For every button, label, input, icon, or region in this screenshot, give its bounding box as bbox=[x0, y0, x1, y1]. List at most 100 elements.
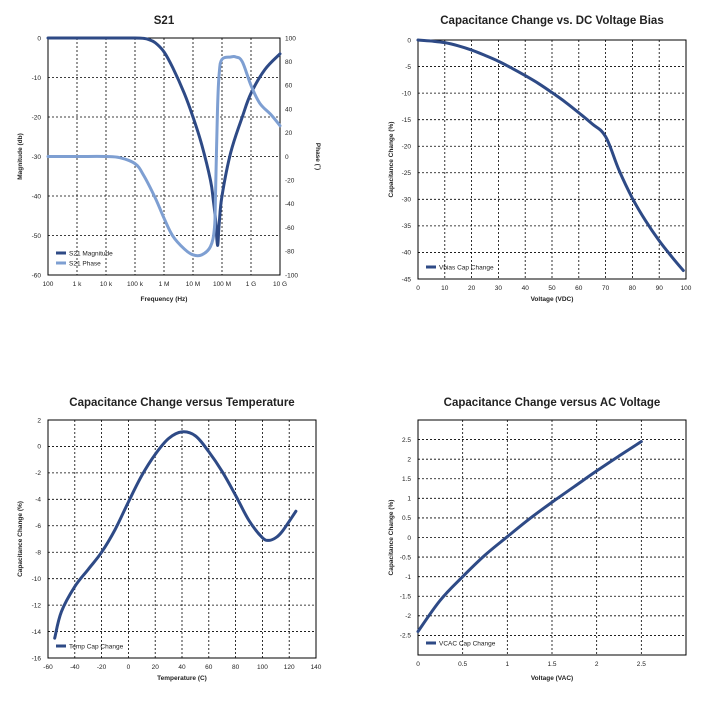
y-tick-label: -6 bbox=[35, 523, 41, 530]
y-tick-label: -16 bbox=[32, 655, 42, 662]
y-tick-label: -60 bbox=[32, 272, 42, 279]
x-tick-label: 80 bbox=[629, 285, 637, 292]
y-tick-label: -40 bbox=[402, 250, 412, 257]
y-tick-label: -15 bbox=[402, 117, 412, 124]
legend-label: S21 Magnitude bbox=[69, 250, 113, 257]
y-tick-label: -4 bbox=[35, 497, 41, 504]
x-tick-label: 40 bbox=[522, 285, 530, 292]
y-tick-label: -1 bbox=[405, 574, 411, 581]
legend-label: VCAC Cap Change bbox=[439, 640, 496, 647]
x-tick-label: 10 bbox=[441, 285, 449, 292]
y-axis-label: Capacitance Change (%) bbox=[388, 500, 395, 576]
y-tick-label: -2.5 bbox=[400, 633, 412, 640]
x-tick-label: 1 k bbox=[73, 281, 82, 288]
y-tick-label: 0.5 bbox=[402, 515, 411, 522]
y-tick-label: -20 bbox=[402, 144, 412, 151]
y-tick-label: -8 bbox=[35, 550, 41, 557]
y-tick-label: -14 bbox=[32, 629, 42, 636]
chart-2: 0 10 20 30 40 50 60 70 80 90 100 0 -5 -10 -15 -20 -25 -30… bbox=[388, 15, 692, 303]
chart-4: 0 0.5 1 1.5 2 2.5 2.5 2 1.5 1 0.5 0 -0.5 -1 -1.5 -2 -2.5… bbox=[388, 397, 687, 682]
gridlines bbox=[48, 420, 316, 658]
y-tick-label: -40 bbox=[32, 193, 42, 200]
y-tick-label: -20 bbox=[32, 114, 42, 121]
x-tick-label: 60 bbox=[575, 285, 583, 292]
y-tick-label: 0 bbox=[37, 35, 41, 42]
x-tick-label: 100 M bbox=[213, 281, 231, 288]
x-tick-label: 0 bbox=[416, 661, 420, 668]
y-tick-label: 0 bbox=[407, 37, 411, 44]
y-tick-label: -50 bbox=[32, 233, 42, 240]
x-axis-label: Frequency (Hz) bbox=[141, 296, 188, 303]
y-tick-label: 2 bbox=[37, 417, 41, 424]
x-tick-label: -60 bbox=[43, 664, 53, 671]
x-tick-label: 40 bbox=[178, 664, 186, 671]
x-tick-label: 2 bbox=[595, 661, 599, 668]
y2-tick-label: -20 bbox=[285, 178, 295, 185]
x-tick-label: 10 M bbox=[186, 281, 200, 288]
y-tick-label: -10 bbox=[32, 576, 42, 583]
y-tick-label: -2 bbox=[35, 470, 41, 477]
plot-area bbox=[417, 39, 687, 280]
x-tick-label: 0.5 bbox=[458, 661, 467, 668]
series-line-1 bbox=[416, 38, 685, 272]
y2-tick-label: 100 bbox=[285, 35, 296, 42]
legend-label: Temp Cap Change bbox=[69, 643, 124, 650]
legend: Vbias Cap Change bbox=[426, 264, 494, 271]
x-tick-label: 70 bbox=[602, 285, 610, 292]
y2-tick-label: 0 bbox=[285, 154, 289, 161]
x-tick-label: 100 bbox=[257, 664, 268, 671]
y-tick-label: -30 bbox=[32, 154, 42, 161]
y-tick-label: 1 bbox=[407, 496, 411, 503]
y-tick-label: -10 bbox=[32, 75, 42, 82]
chart-3: -60 -40 -20 0 20 40 60 80 100 120 14020-2-4-6-8-10… bbox=[17, 397, 322, 682]
y-tick-label: 1.5 bbox=[402, 476, 411, 483]
legend: Temp Cap Change bbox=[56, 643, 124, 650]
x-tick-label: 100 bbox=[681, 285, 692, 292]
x-tick-label: 100 bbox=[43, 281, 54, 288]
x-tick-label: 60 bbox=[205, 664, 213, 671]
y2-tick-label: 80 bbox=[285, 59, 293, 66]
gridlines bbox=[418, 40, 686, 279]
chart-title: Capacitance Change vs. DC Voltage Bias bbox=[440, 15, 663, 27]
y-tick-label: -0.5 bbox=[400, 554, 412, 561]
x-axis-label: Temperature (C) bbox=[157, 675, 207, 682]
y-tick-label: -35 bbox=[402, 223, 412, 230]
chart-title: Capacitance Change versus Temperature bbox=[69, 397, 294, 409]
x-tick-label: 80 bbox=[232, 664, 240, 671]
x-tick-label: -40 bbox=[70, 664, 80, 671]
x-tick-label: 20 bbox=[468, 285, 476, 292]
y-axis-label: Magnitude (db) bbox=[17, 133, 24, 180]
x-tick-label: 2.5 bbox=[637, 661, 646, 668]
y2-tick-label: -40 bbox=[285, 201, 295, 208]
series-line-2 bbox=[46, 54, 282, 258]
y-tick-label: 0 bbox=[37, 444, 41, 451]
chart-title: S21 bbox=[154, 15, 175, 27]
series-line-1 bbox=[53, 430, 298, 640]
y-tick-label: -5 bbox=[405, 64, 411, 71]
chart-1: 100 1 k 10 k 100 k 1 M 10 M 100 M 1 G 10 G 0 -10 -2… bbox=[17, 15, 322, 303]
y-tick-label: 0 bbox=[407, 535, 411, 542]
y-axis-label: Capacitance Change (%) bbox=[17, 501, 24, 577]
x-tick-label: 30 bbox=[495, 285, 503, 292]
legend: VCAC Cap Change bbox=[426, 640, 496, 647]
y2-tick-label: 40 bbox=[285, 106, 293, 113]
y2-tick-label: -60 bbox=[285, 225, 295, 232]
y-tick-label: -25 bbox=[402, 170, 412, 177]
x-tick-label: 10 G bbox=[273, 281, 287, 288]
x-tick-label: 0 bbox=[416, 285, 420, 292]
x-tick-label: 0 bbox=[127, 664, 131, 671]
x-tick-label: 90 bbox=[656, 285, 664, 292]
x-tick-label: 100 k bbox=[127, 281, 144, 288]
y-tick-label: -10 bbox=[402, 90, 412, 97]
x-tick-label: 1 G bbox=[246, 281, 256, 288]
series-line-1 bbox=[46, 36, 282, 247]
x-tick-label: 120 bbox=[284, 664, 295, 671]
y2-tick-label: 60 bbox=[285, 83, 293, 90]
legend-label: S21 Phase bbox=[69, 260, 101, 267]
y-tick-label: -45 bbox=[402, 276, 412, 283]
y-tick-label: -2 bbox=[405, 613, 411, 620]
y-tick-label: -12 bbox=[32, 602, 42, 609]
x-tick-label: 50 bbox=[548, 285, 556, 292]
x-tick-label: 20 bbox=[152, 664, 160, 671]
